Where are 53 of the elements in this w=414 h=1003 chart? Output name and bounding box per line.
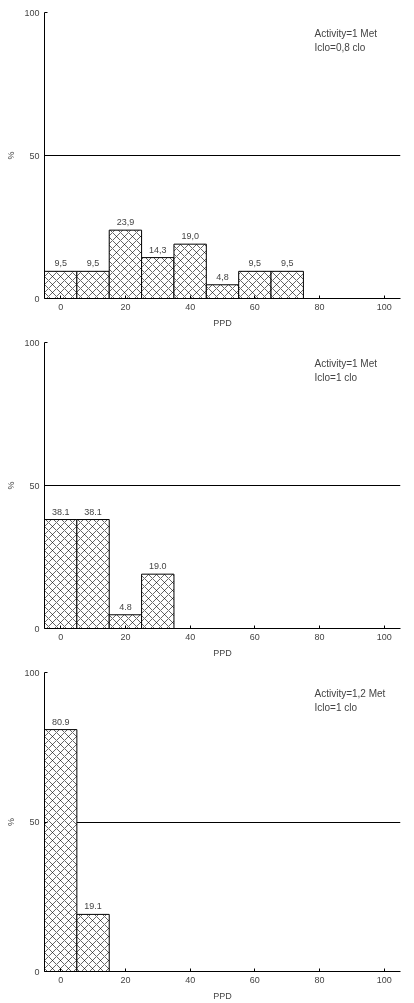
data-label: 9,5 [248,258,262,269]
data-label: 38.1 [84,506,102,517]
x-tick-label: 20 [120,974,131,985]
annotation: Activity=1 Met [314,357,378,369]
data-label: 4,8 [216,271,229,282]
x-tick-label: 20 [120,631,131,642]
annotation: Iclo=1 clo [314,701,358,713]
x-axis-title: PPD [213,317,233,328]
y-tick-label: 50 [29,480,40,491]
x-tick-label: 80 [314,631,325,642]
annotation: Iclo=1 clo [314,371,358,383]
x-tick-label: 60 [249,301,260,312]
y-tick-label: 50 [29,817,40,827]
data-label: 4.8 [119,601,132,612]
data-label: 9,5 [86,258,100,269]
y-tick-label: 100 [24,337,40,348]
data-label: 23,9 [116,217,135,228]
y-tick-label: 0 [34,623,40,634]
x-tick-label: 0 [58,301,64,312]
x-tick-label: 40 [185,631,196,642]
y-tick-label: 50 [29,150,40,161]
data-label: 9,5 [280,258,294,269]
data-label: 19.1 [84,901,102,912]
data-label: 19.0 [149,561,167,572]
x-tick-label: 40 [185,301,196,312]
data-label: 19,0 [181,231,199,242]
data-label: 80.9 [51,716,70,727]
x-tick-label: 60 [249,974,260,985]
data-label: 14,3 [149,244,167,255]
y-tick-label: 100 [24,667,40,678]
annotation: Iclo=0,8 clo [314,41,366,53]
annotation: Activity=1 Met [314,27,378,39]
annotation: Activity=1,2 Met [314,687,386,699]
y-tick-label: 100 [24,7,40,18]
x-tick-label: 60 [249,631,260,642]
data-label: 38.1 [51,506,70,517]
x-tick-label: 0 [58,974,64,985]
y-axis-title: % [6,817,17,826]
y-axis-title: % [6,151,17,160]
x-tick-label: 80 [314,974,325,985]
x-tick-label: 80 [314,301,325,312]
y-axis-title: % [6,481,17,490]
x-tick-label: 100 [376,974,392,985]
x-tick-label: 100 [376,631,392,642]
y-tick-label: 0 [34,293,40,304]
x-tick-label: 40 [185,974,196,985]
x-tick-label: 100 [376,301,392,312]
x-tick-label: 20 [120,301,131,312]
x-tick-label: 0 [58,631,64,642]
y-tick-label: 0 [34,966,40,977]
data-label: 9,5 [54,258,67,269]
x-axis-title: PPD [213,990,233,1001]
x-axis-title: PPD [213,647,233,658]
